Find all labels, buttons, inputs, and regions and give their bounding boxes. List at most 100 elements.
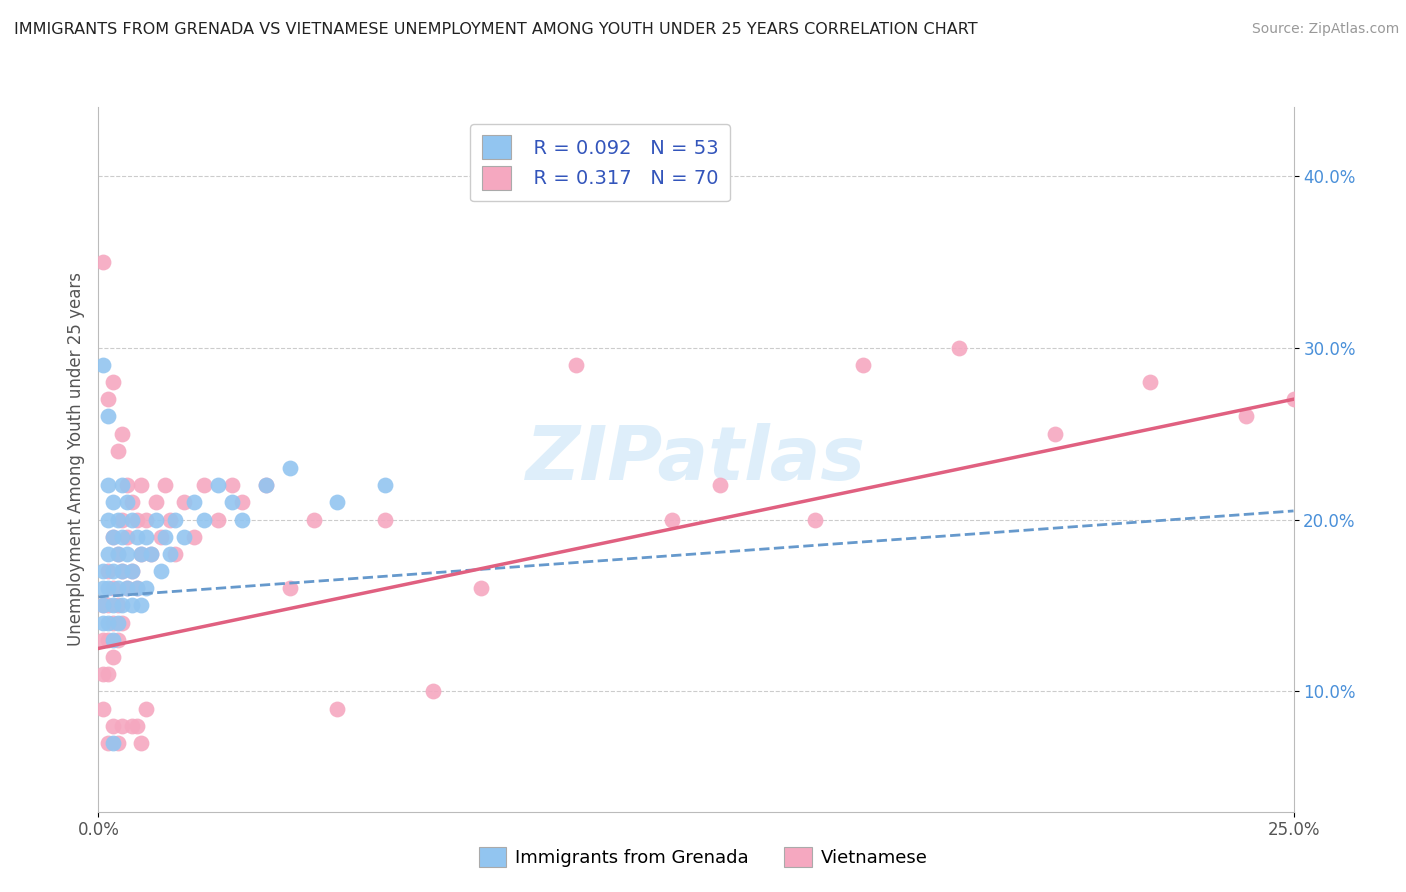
Point <box>107 599 129 613</box>
Point <box>207 478 229 492</box>
Text: Source: ZipAtlas.com: Source: ZipAtlas.com <box>1251 22 1399 37</box>
Point <box>231 512 253 526</box>
Point <box>91 701 114 715</box>
Point <box>115 582 138 596</box>
Point <box>135 512 157 526</box>
Point <box>278 461 301 475</box>
Point <box>107 615 129 630</box>
Point <box>111 599 134 613</box>
Point <box>97 615 120 630</box>
Point <box>135 582 157 596</box>
Point <box>101 530 124 544</box>
Point <box>221 478 243 492</box>
Point <box>91 358 114 372</box>
Legend: Immigrants from Grenada, Vietnamese: Immigrants from Grenada, Vietnamese <box>471 839 935 874</box>
Point <box>115 478 138 492</box>
Point <box>1234 409 1257 424</box>
Point <box>149 564 172 578</box>
Point <box>101 632 124 647</box>
Point <box>131 478 153 492</box>
Point <box>948 341 970 355</box>
Point <box>125 719 148 733</box>
Point <box>565 358 588 372</box>
Point <box>91 667 114 681</box>
Point <box>163 547 186 561</box>
Point <box>121 564 143 578</box>
Point <box>254 478 277 492</box>
Point <box>121 719 143 733</box>
Point <box>326 495 349 509</box>
Point <box>149 530 172 544</box>
Point <box>101 719 124 733</box>
Point <box>115 547 138 561</box>
Point <box>231 495 253 509</box>
Point <box>97 736 120 750</box>
Point <box>107 547 129 561</box>
Point <box>97 582 120 596</box>
Text: IMMIGRANTS FROM GRENADA VS VIETNAMESE UNEMPLOYMENT AMONG YOUTH UNDER 25 YEARS CO: IMMIGRANTS FROM GRENADA VS VIETNAMESE UN… <box>14 22 977 37</box>
Y-axis label: Unemployment Among Youth under 25 years: Unemployment Among Youth under 25 years <box>66 272 84 647</box>
Point <box>91 564 114 578</box>
Point <box>193 478 215 492</box>
Point <box>145 495 167 509</box>
Point <box>115 495 138 509</box>
Point <box>1043 426 1066 441</box>
Point <box>101 599 124 613</box>
Point <box>173 495 195 509</box>
Point <box>97 599 120 613</box>
Point <box>163 512 186 526</box>
Point <box>1282 392 1305 407</box>
Point <box>121 512 143 526</box>
Point <box>125 512 148 526</box>
Point <box>97 667 120 681</box>
Point <box>107 736 129 750</box>
Point <box>159 512 181 526</box>
Point <box>101 582 124 596</box>
Point <box>131 736 153 750</box>
Point <box>115 582 138 596</box>
Point <box>139 547 162 561</box>
Point <box>97 478 120 492</box>
Point <box>97 564 120 578</box>
Point <box>91 254 114 268</box>
Point <box>183 530 205 544</box>
Point <box>155 478 177 492</box>
Point <box>121 599 143 613</box>
Point <box>173 530 195 544</box>
Point <box>302 512 325 526</box>
Point <box>115 530 138 544</box>
Point <box>121 564 143 578</box>
Point <box>125 582 148 596</box>
Point <box>278 582 301 596</box>
Point <box>470 582 492 596</box>
Point <box>107 632 129 647</box>
Point <box>804 512 827 526</box>
Point <box>97 632 120 647</box>
Point <box>101 564 124 578</box>
Point <box>107 547 129 561</box>
Point <box>111 564 134 578</box>
Point <box>97 512 120 526</box>
Point <box>111 478 134 492</box>
Point <box>111 564 134 578</box>
Point <box>326 701 349 715</box>
Point <box>131 547 153 561</box>
Point <box>135 530 157 544</box>
Point <box>97 392 120 407</box>
Point <box>91 615 114 630</box>
Point <box>139 547 162 561</box>
Point <box>145 512 167 526</box>
Point <box>101 615 124 630</box>
Point <box>97 547 120 561</box>
Point <box>422 684 444 698</box>
Point <box>254 478 277 492</box>
Point <box>111 512 134 526</box>
Point <box>374 478 396 492</box>
Point <box>852 358 875 372</box>
Point <box>91 599 114 613</box>
Point <box>709 478 731 492</box>
Point <box>159 547 181 561</box>
Point <box>121 495 143 509</box>
Point <box>107 443 129 458</box>
Point <box>193 512 215 526</box>
